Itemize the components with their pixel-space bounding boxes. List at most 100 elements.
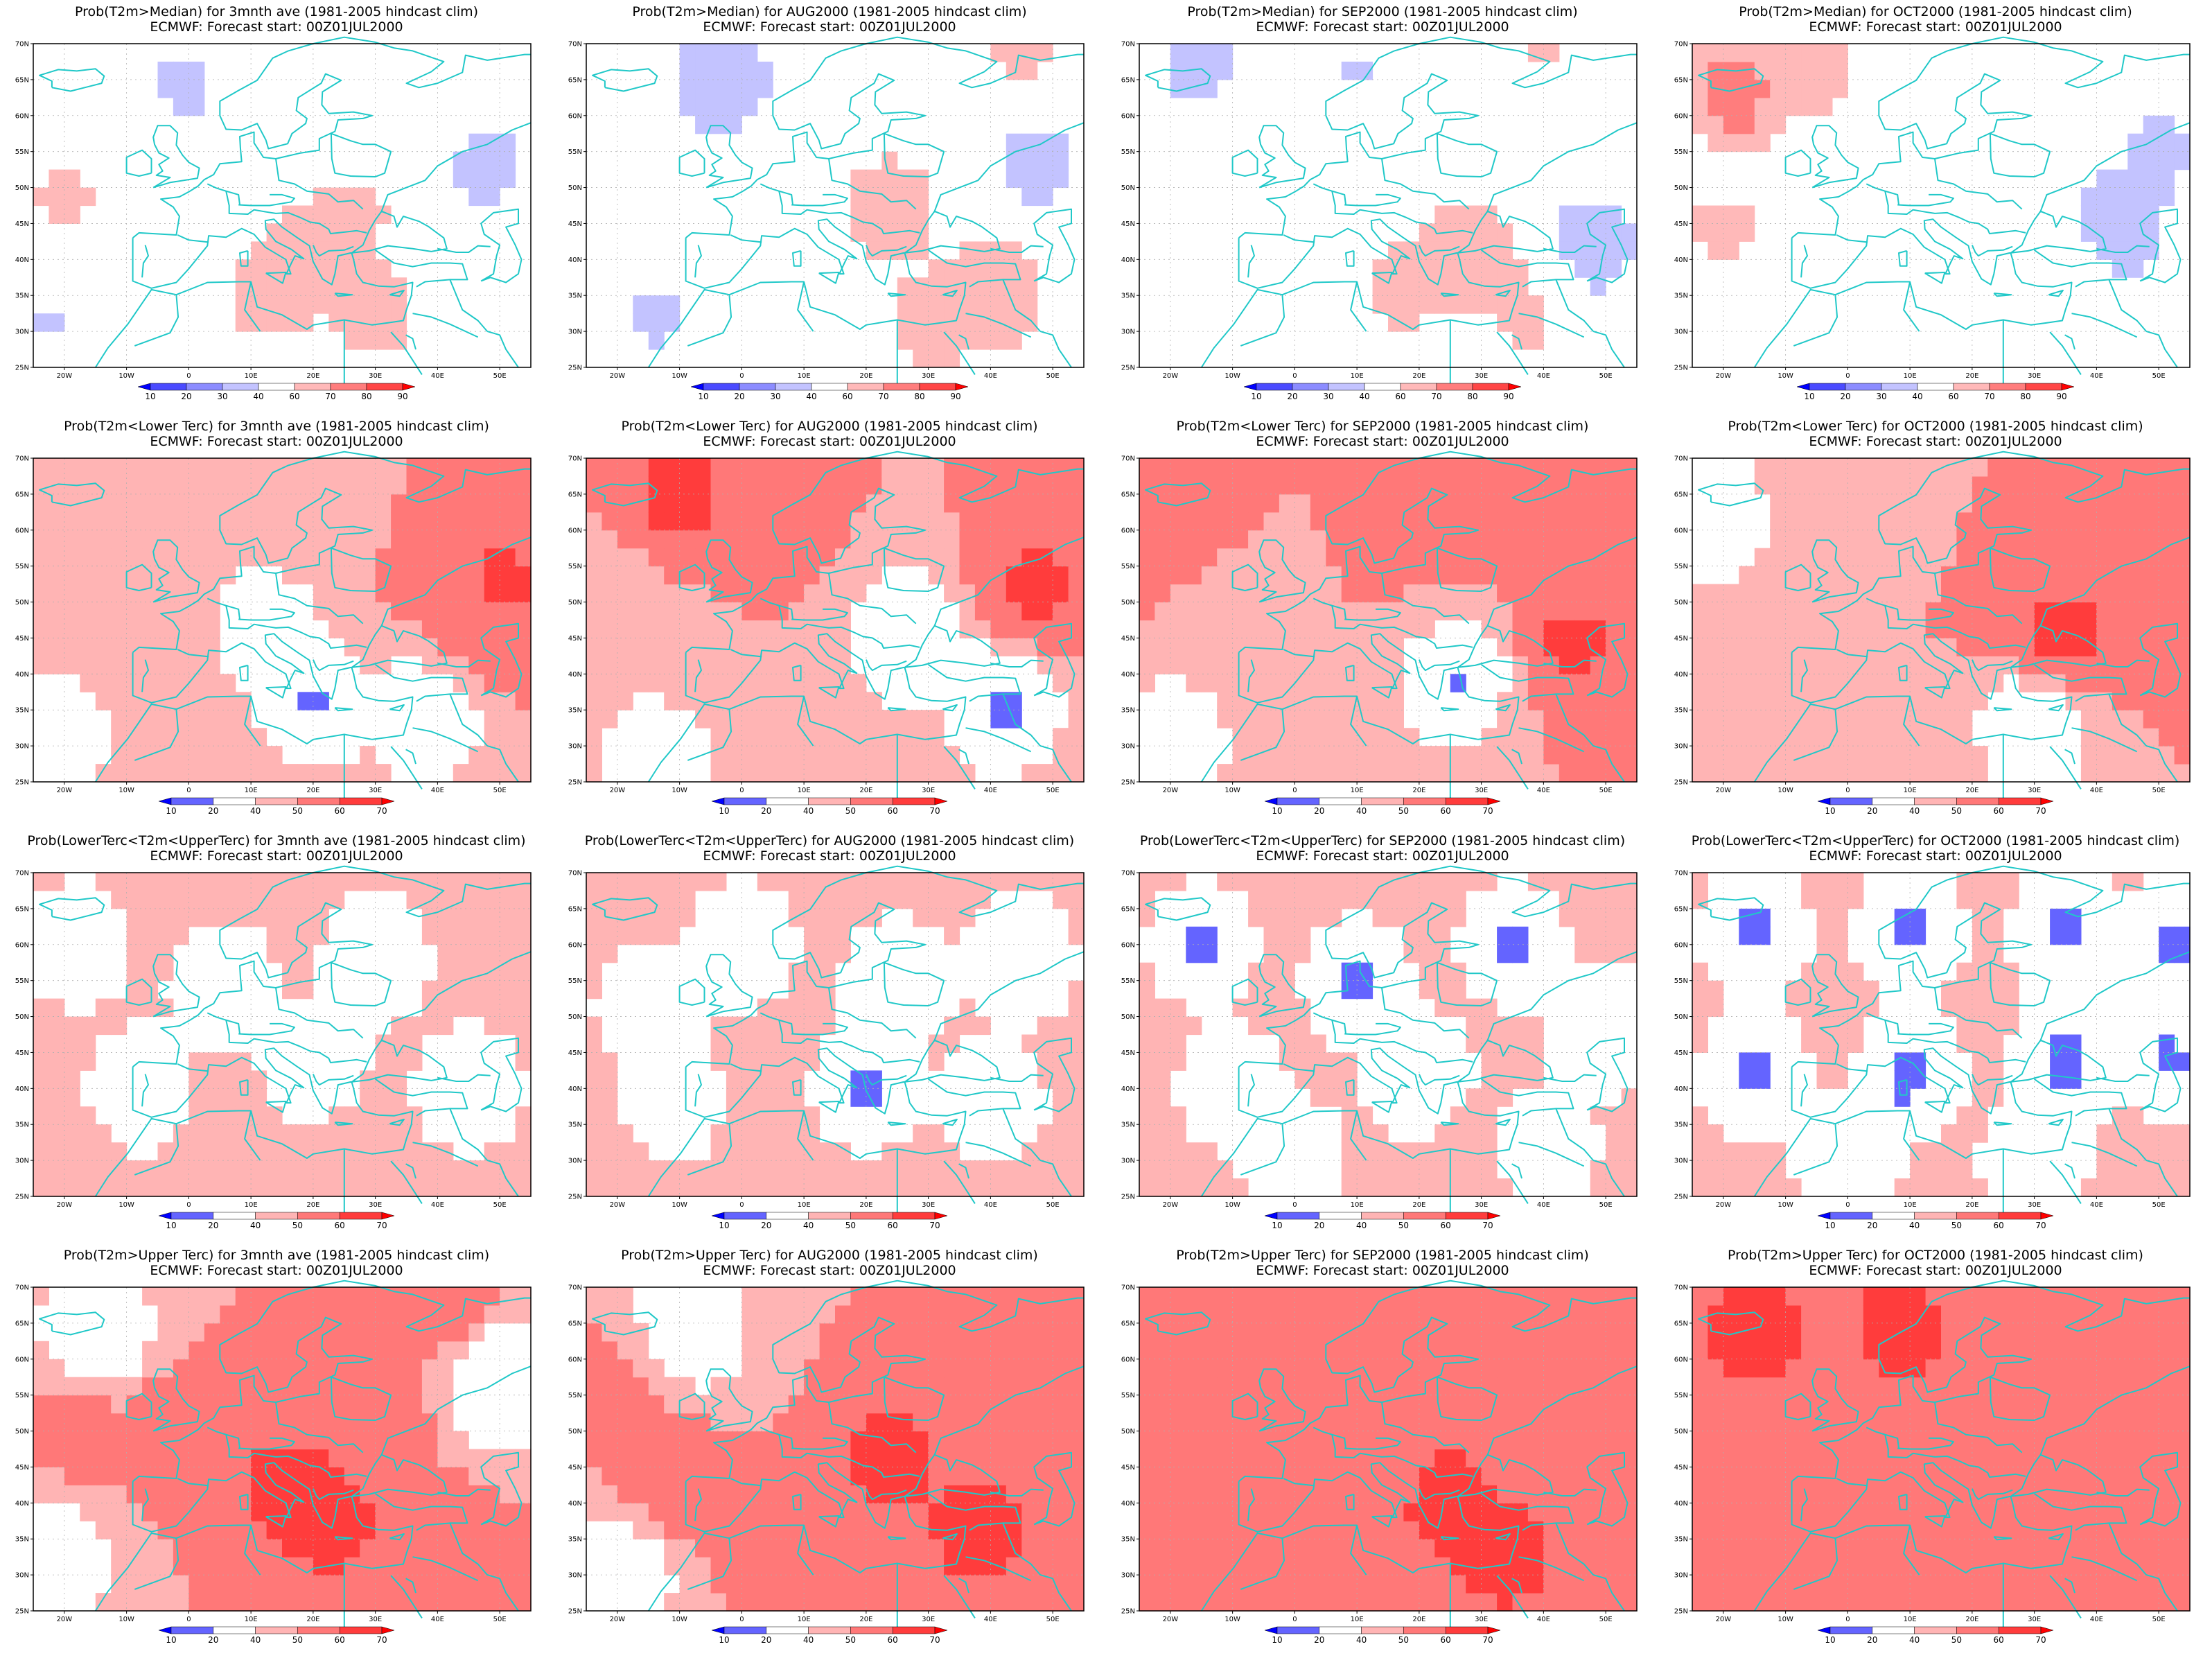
field-cell bbox=[710, 97, 727, 116]
field-cell bbox=[788, 1485, 805, 1503]
field-cell bbox=[64, 1431, 80, 1450]
field-cell bbox=[111, 530, 128, 549]
field-cell bbox=[835, 692, 851, 710]
field-cell bbox=[500, 584, 516, 603]
field-cell bbox=[1419, 602, 1435, 621]
field-cell bbox=[2112, 548, 2128, 567]
field-cell bbox=[664, 1431, 681, 1450]
field-cell bbox=[788, 1160, 805, 1179]
field-cell bbox=[1621, 1106, 1638, 1125]
field-cell bbox=[695, 548, 712, 567]
field-cell bbox=[1419, 764, 1435, 783]
field-cell bbox=[282, 926, 298, 945]
field-cell bbox=[251, 1395, 267, 1414]
coastline bbox=[1866, 597, 1899, 620]
coastline bbox=[244, 281, 261, 332]
field-cell bbox=[850, 1088, 867, 1107]
field-cell bbox=[788, 1557, 805, 1576]
field-cell bbox=[726, 1034, 742, 1053]
field-cell bbox=[406, 1395, 423, 1414]
field-cell bbox=[974, 566, 991, 585]
coastline bbox=[1231, 564, 1258, 591]
field-cell bbox=[633, 313, 649, 332]
field-cell bbox=[664, 1449, 681, 1467]
field-cell bbox=[142, 566, 159, 585]
field-cell bbox=[586, 1359, 602, 1378]
field-cell bbox=[835, 873, 851, 891]
lat-tick-label: 40N bbox=[15, 1500, 29, 1508]
field-cell bbox=[835, 764, 851, 783]
field-cell bbox=[95, 1485, 112, 1503]
field-cell bbox=[204, 475, 220, 495]
coastline-layer bbox=[39, 865, 532, 1219]
field-cell bbox=[313, 926, 329, 945]
colorbar-label: 80 bbox=[2020, 392, 2030, 401]
field-cell bbox=[282, 764, 298, 783]
field-cell bbox=[2112, 1160, 2128, 1179]
field-cell bbox=[1481, 475, 1498, 495]
field-cell bbox=[173, 873, 189, 891]
field-cell bbox=[1170, 1052, 1186, 1071]
colorbar-label: 70 bbox=[1984, 392, 1994, 401]
field-cell bbox=[468, 1160, 485, 1179]
field-cell bbox=[1863, 548, 1879, 567]
field-cell bbox=[1987, 1034, 2004, 1053]
field-cell bbox=[835, 656, 851, 674]
field-cell bbox=[1419, 512, 1435, 531]
field-cell bbox=[866, 764, 882, 783]
field-cell bbox=[1527, 602, 1544, 621]
field-cell bbox=[695, 1395, 712, 1414]
field-cell bbox=[33, 1395, 49, 1414]
field-cell bbox=[1341, 1088, 1358, 1107]
lat-tick-label: 25N bbox=[15, 779, 29, 787]
lat-tick-label: 55N bbox=[15, 148, 29, 156]
coastline bbox=[1811, 125, 1859, 189]
field-cell bbox=[788, 1052, 805, 1071]
field-cell bbox=[2096, 746, 2113, 765]
field-cell bbox=[648, 1431, 665, 1450]
field-cell bbox=[679, 1178, 696, 1197]
field-cell bbox=[220, 764, 236, 783]
field-cell bbox=[375, 295, 392, 314]
field-cell bbox=[1894, 746, 1911, 765]
field-cell bbox=[2112, 764, 2128, 783]
field-cell bbox=[313, 1160, 329, 1179]
field-cell bbox=[835, 1160, 851, 1179]
coastline bbox=[1884, 1020, 2026, 1063]
field-cell bbox=[1863, 530, 1879, 549]
field-cell bbox=[437, 530, 454, 549]
field-cell bbox=[602, 710, 618, 728]
field-cell bbox=[80, 1178, 96, 1197]
field-cell bbox=[1006, 475, 1022, 495]
field-cell bbox=[484, 494, 500, 513]
field-cell bbox=[586, 494, 602, 513]
field-cell bbox=[695, 115, 712, 134]
field-cell bbox=[648, 602, 665, 621]
field-cell bbox=[1201, 1142, 1218, 1161]
field-cell bbox=[959, 548, 976, 567]
field-cell bbox=[1590, 926, 1606, 945]
field-cell bbox=[157, 548, 174, 567]
lon-tick-label: 40E bbox=[431, 372, 444, 380]
field-cell bbox=[360, 1359, 376, 1378]
field-cell bbox=[710, 1377, 727, 1396]
field-cell bbox=[2112, 602, 2128, 621]
field-cell bbox=[49, 638, 65, 656]
coastline bbox=[141, 659, 149, 692]
field-cell bbox=[1910, 566, 1926, 585]
lon-tick-label: 0 bbox=[739, 787, 744, 794]
field-cell bbox=[173, 908, 189, 927]
field-cell bbox=[1388, 458, 1404, 477]
field-cell bbox=[1434, 205, 1451, 224]
field-cell bbox=[788, 1287, 805, 1306]
field-cell bbox=[297, 1503, 314, 1521]
colorbar-swatch bbox=[1508, 383, 1522, 391]
field-cell bbox=[33, 998, 49, 1018]
field-cell bbox=[804, 908, 820, 927]
field-cell bbox=[33, 873, 49, 891]
field-cell bbox=[1403, 277, 1420, 296]
field-cell bbox=[297, 494, 314, 513]
coastline bbox=[730, 234, 762, 243]
field-cell bbox=[1434, 458, 1451, 477]
lat-tick-label: 65N bbox=[568, 491, 582, 498]
